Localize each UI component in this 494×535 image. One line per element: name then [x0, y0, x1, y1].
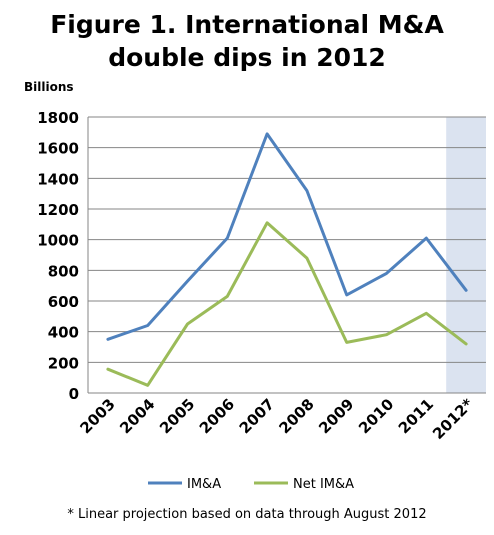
y-tick-label: 1000: [37, 232, 79, 250]
chart-title-line-1: Figure 1. International M&A: [50, 10, 444, 39]
y-tick-label: 1800: [37, 109, 79, 127]
series-line-im-a: [106, 132, 468, 341]
x-tick-label: 2003: [76, 395, 118, 437]
y-tick-label: 600: [48, 293, 79, 311]
legend-label: IM&A: [187, 477, 221, 492]
projection-highlight-band: [446, 117, 486, 393]
y-tick-label: 400: [48, 324, 79, 342]
x-tick-label: 2012*: [429, 395, 477, 443]
x-tick-label: 2005: [156, 395, 198, 437]
y-tick-label: 1600: [37, 140, 79, 158]
chart-title-line-2: double dips in 2012: [108, 43, 386, 72]
series-line-net-im-a: [106, 221, 468, 387]
legend-label: Net IM&A: [293, 477, 354, 492]
y-tick-label: 800: [48, 262, 79, 280]
x-tick-label: 2007: [236, 395, 278, 437]
y-tick-label: 1200: [37, 201, 79, 219]
y-tick-label: 1400: [37, 170, 79, 188]
footnote: * Linear projection based on data throug…: [67, 507, 427, 522]
x-tick-label: 2006: [196, 395, 238, 437]
x-tick-label: 2004: [116, 395, 158, 437]
x-tick-label: 2008: [275, 395, 317, 437]
y-tick-label: 0: [69, 385, 79, 403]
x-tick-label: 2009: [315, 395, 357, 437]
x-tick-label: 2010: [355, 395, 397, 437]
y-tick-label: 200: [48, 354, 79, 372]
y-axis-label: Billions: [24, 80, 74, 94]
